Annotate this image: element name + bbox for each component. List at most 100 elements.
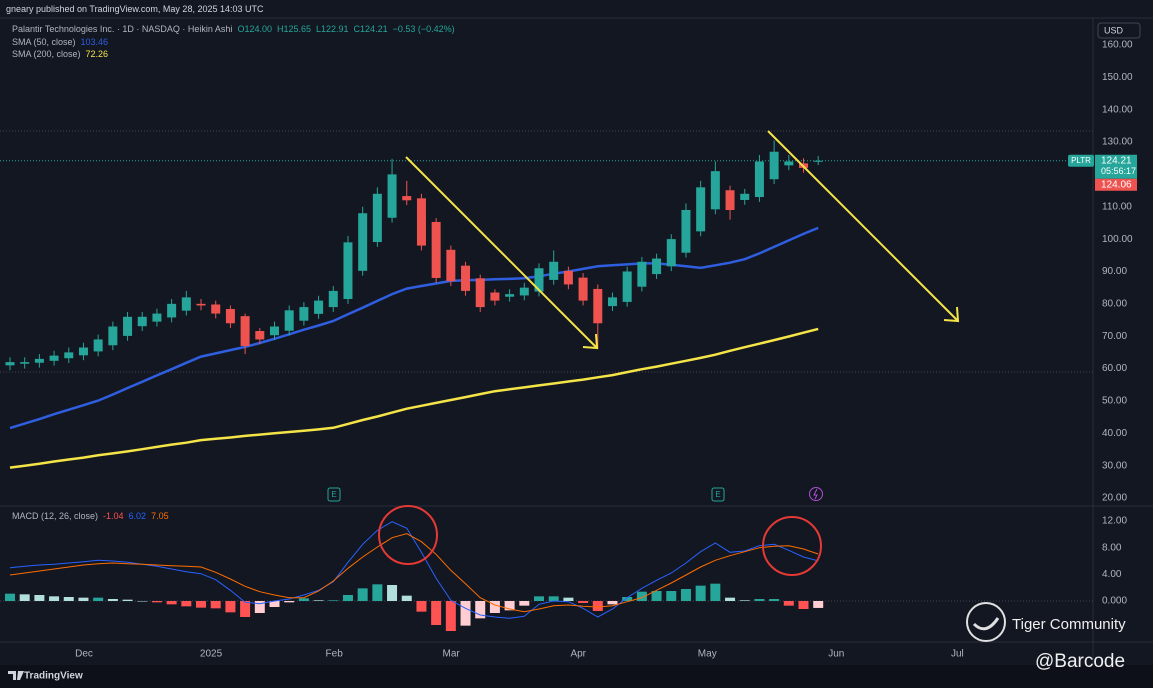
quote: H125.65 — [276, 24, 311, 34]
x-tick-label: Apr — [570, 649, 586, 660]
legend-sma200: SMA (200, close) 72.26 — [12, 49, 113, 59]
handle: @Barcode — [1035, 651, 1125, 672]
histogram-bar — [431, 601, 442, 625]
legend-value: 103.46 — [80, 37, 109, 47]
histogram-bar — [342, 595, 353, 601]
currency-box[interactable] — [1097, 22, 1141, 39]
bid-price: 124.06 — [1101, 179, 1132, 190]
candle-body — [123, 316, 133, 336]
event-icon[interactable] — [809, 487, 823, 501]
candle-body — [225, 309, 235, 324]
legend-sma50: SMA (50, close) 103.46 — [12, 37, 113, 47]
candle-body — [387, 174, 397, 218]
y-tick-label: 40.00 — [1102, 428, 1127, 439]
histogram-bar — [460, 601, 471, 626]
candle-body — [505, 294, 515, 297]
histogram-bar — [695, 585, 706, 601]
histogram-bar — [313, 600, 324, 601]
candle-body — [461, 265, 471, 291]
y-tick-label: 70.00 — [1102, 331, 1127, 342]
marks — [0, 140, 1093, 631]
histogram-bar — [284, 601, 295, 603]
histogram-bar — [636, 591, 647, 601]
y-tick-label: 110.00 — [1102, 201, 1132, 212]
last-price: 124.21 — [1101, 155, 1132, 166]
arrowhead — [943, 306, 960, 323]
main-legend: Palantir Technologies Inc. · 1D · NASDAQ… — [12, 24, 460, 34]
histogram-bar — [519, 601, 530, 606]
quote: L122.91 — [316, 24, 349, 34]
histogram-bar — [107, 599, 118, 601]
candle-body — [49, 355, 59, 361]
footer-logo — [8, 671, 24, 680]
histogram-bar — [166, 601, 177, 605]
arrow — [405, 156, 598, 349]
sma-line — [9, 327, 819, 469]
x-tick-label: Dec — [75, 649, 93, 660]
candle-body — [402, 196, 412, 201]
highlight-circle — [762, 516, 822, 576]
legend-name: SMA (50, close) — [12, 37, 76, 47]
legend-value: 6.02 — [128, 511, 147, 521]
candle-body — [284, 310, 294, 331]
candle-body — [343, 242, 353, 299]
candle-body — [34, 358, 44, 363]
arrow — [767, 130, 959, 322]
candle-body — [666, 239, 676, 267]
candle-body — [93, 339, 103, 352]
footer-bar — [0, 665, 1153, 688]
histogram-bar — [475, 601, 486, 619]
footer-brand: TradingView — [24, 671, 83, 682]
symbol-title: Palantir Technologies Inc. · 1D · NASDAQ… — [12, 24, 233, 34]
histogram-bar — [401, 595, 412, 601]
candle-body — [813, 160, 823, 162]
y-tick-label: 140.00 — [1102, 104, 1133, 115]
histogram-bar — [783, 601, 794, 606]
earnings-icon[interactable] — [711, 487, 725, 502]
x-tick-label: Feb — [326, 649, 344, 660]
candle-body — [563, 270, 573, 285]
y-tick-label: 100.00 — [1102, 234, 1133, 245]
candle-body — [64, 352, 74, 359]
histogram-bar — [269, 601, 280, 607]
histogram-bar — [328, 600, 339, 601]
histogram-bar — [798, 601, 809, 609]
watermark-logo-mark — [972, 617, 1000, 631]
candle-body — [637, 261, 647, 287]
symbol-tag — [1068, 154, 1094, 167]
histogram-bar — [298, 598, 309, 601]
earnings-icon[interactable] — [327, 487, 341, 502]
y-tick-label: 150.00 — [1102, 72, 1133, 83]
arrowhead — [582, 333, 599, 350]
candle-body — [475, 278, 485, 308]
histogram-bar — [504, 601, 515, 611]
histogram-bar — [725, 597, 736, 601]
histogram-bar — [210, 601, 221, 609]
candle-body — [108, 326, 118, 346]
candle-body — [740, 193, 750, 200]
y-tick-label: 160.00 — [1102, 40, 1133, 51]
histogram-bar — [754, 599, 765, 601]
highlight-circle — [378, 505, 438, 565]
quote: O124.00 — [237, 24, 272, 34]
histogram-bar — [622, 597, 633, 601]
currency: USD — [1104, 25, 1124, 35]
candle-body — [20, 362, 30, 364]
quote: C124.21 — [353, 24, 388, 34]
candle-body — [681, 209, 691, 253]
sma-line — [9, 226, 819, 430]
earnings-icon-label: E — [715, 490, 720, 499]
histogram-bar — [34, 595, 45, 601]
watermark: Tiger Community — [1012, 616, 1126, 633]
histogram-bar — [445, 601, 456, 631]
histogram-bar — [240, 601, 251, 617]
candle-body — [328, 290, 338, 308]
histogram-bar — [63, 597, 74, 601]
histogram-bar — [416, 601, 427, 612]
macd-title: MACD (12, 26, close) — [12, 511, 99, 521]
histogram-bar — [387, 585, 398, 601]
candle-body — [622, 271, 632, 302]
candle-body — [196, 303, 206, 306]
y-tick-label: 60.00 — [1102, 363, 1127, 374]
